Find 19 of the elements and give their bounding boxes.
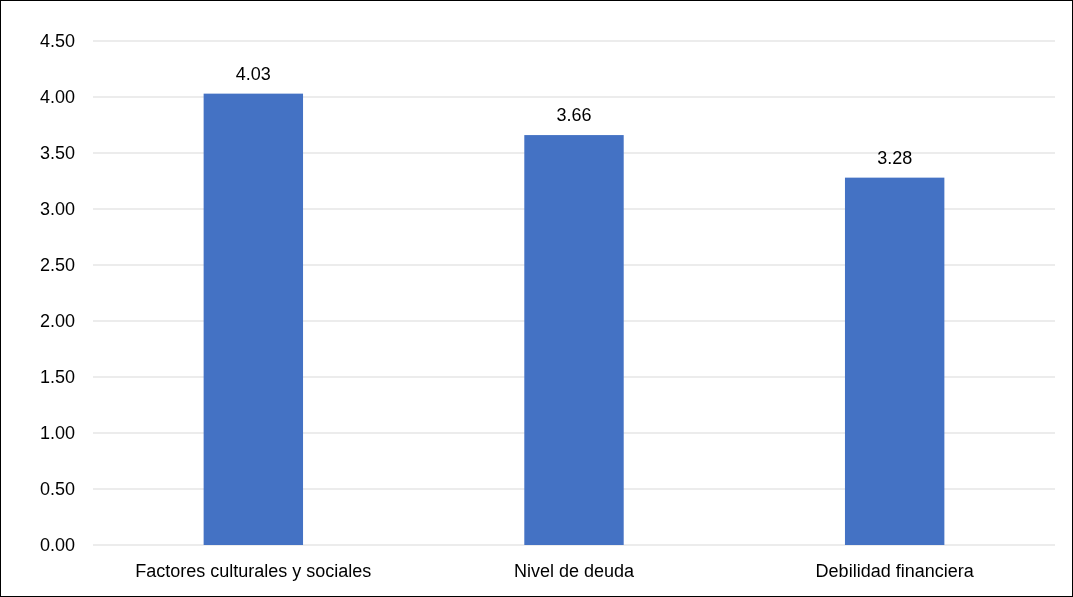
y-tick-label: 3.00 <box>39 199 75 220</box>
x-tick-label: Nivel de deuda <box>513 561 636 581</box>
y-tick-label: 2.50 <box>39 255 75 276</box>
y-tick-label: 0.50 <box>39 479 75 500</box>
y-tick-label: 4.00 <box>39 87 75 108</box>
y-tick-label: 3.50 <box>39 143 75 164</box>
x-tick-label: Factores culturales y sociales <box>135 561 372 581</box>
bar <box>524 135 624 545</box>
data-label: 4.03 <box>235 63 271 84</box>
y-tick-label: 1.50 <box>39 367 75 388</box>
data-label: 3.66 <box>556 105 592 126</box>
x-tick-label: Debilidad financiera <box>815 561 975 581</box>
y-tick-label: 0.00 <box>39 535 75 556</box>
bar <box>844 177 945 545</box>
y-tick-label: 4.50 <box>39 31 75 52</box>
y-tick-label: 1.00 <box>39 423 75 444</box>
y-tick-label: 2.00 <box>39 311 75 332</box>
data-label: 3.28 <box>877 147 913 168</box>
bar <box>203 93 304 545</box>
